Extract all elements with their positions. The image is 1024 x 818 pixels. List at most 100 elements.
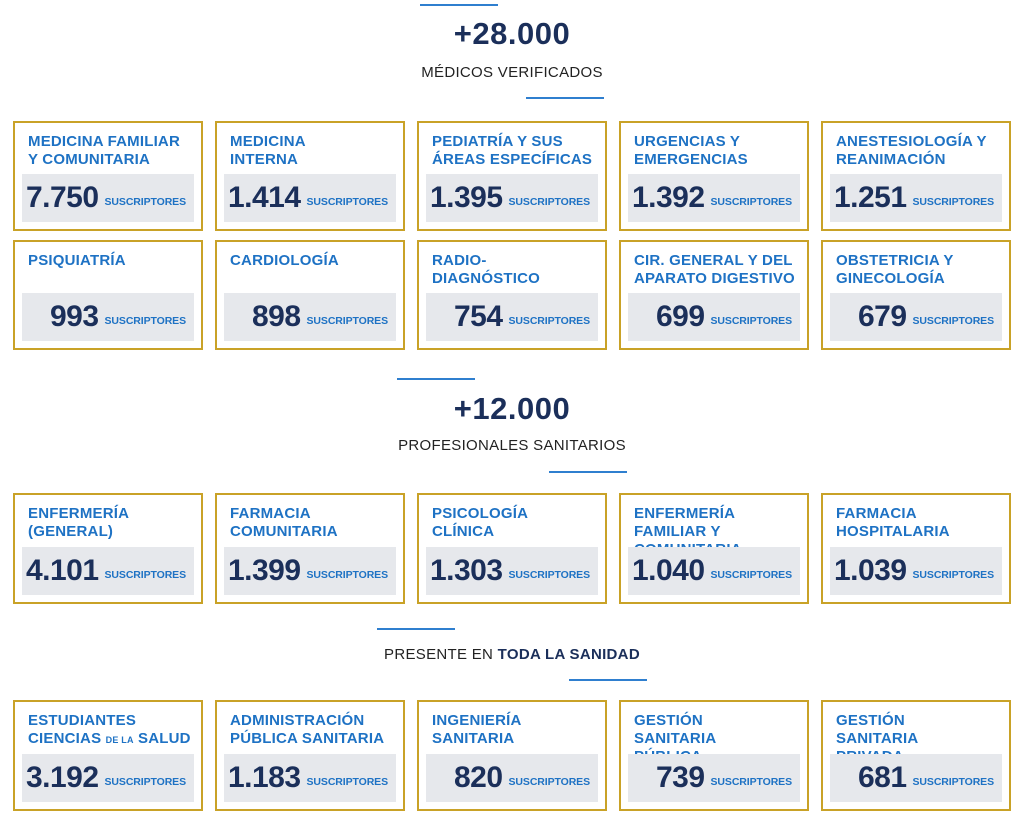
subscriber-label: SUSCRIPTORES xyxy=(912,569,995,581)
stat-card: CIR. GENERAL Y DEL APARATO DIGESTIVO 699… xyxy=(619,240,809,350)
subscriber-count: 681 xyxy=(857,761,907,794)
card-value-box: 1.395 SUSCRIPTORES xyxy=(426,174,598,222)
subscriber-count: 1.399 xyxy=(227,554,301,587)
card-title: PSIQUIATRÍA xyxy=(28,252,126,269)
subscriber-count: 1.392 xyxy=(631,181,705,214)
subscriber-count: 1.251 xyxy=(833,181,907,214)
subscriber-label: SUSCRIPTORES xyxy=(508,315,591,327)
stat-card: PSIQUIATRÍA 993 SUSCRIPTORES xyxy=(13,240,203,350)
subscriber-label: SUSCRIPTORES xyxy=(306,776,389,788)
subscriber-count: 7.750 xyxy=(25,181,99,214)
subscriber-count: 1.395 xyxy=(429,181,503,214)
subscriber-count: 4.101 xyxy=(25,554,99,587)
stat-card: ANESTESIOLOGÍA Y REANIMACIÓN 1.251 SUSCR… xyxy=(821,121,1011,231)
card-value-box: 1.399 SUSCRIPTORES xyxy=(224,547,396,595)
card-title: FARMACIA HOSPITALARIA xyxy=(836,505,950,540)
card-title: ADMINISTRACIÓN PÚBLICA SANITARIA xyxy=(230,712,385,747)
subscriber-label: SUSCRIPTORES xyxy=(912,196,995,208)
subscriber-count: 993 xyxy=(49,300,99,333)
card-title: FARMACIA COMUNITARIA xyxy=(230,505,338,540)
subscriber-label: SUSCRIPTORES xyxy=(104,569,187,581)
label-bold: TODA LA SANIDAD xyxy=(497,646,640,663)
card-title: MEDICINA FAMILIAR Y COMUNITARIA xyxy=(28,133,181,168)
card-title: URGENCIAS Y EMERGENCIAS xyxy=(634,133,748,168)
medicos-total: +28.000 xyxy=(453,16,571,51)
subscriber-label: SUSCRIPTORES xyxy=(912,315,995,327)
card-title: ENFERMERÍA (GENERAL) xyxy=(28,505,129,540)
divider-bottom-1 xyxy=(526,97,604,99)
subscriber-count: 699 xyxy=(655,300,705,333)
card-title: CIR. GENERAL Y DEL APARATO DIGESTIVO xyxy=(634,252,795,287)
subscriber-label: SUSCRIPTORES xyxy=(710,315,793,327)
card-title: INGENIERÍA SANITARIA xyxy=(432,712,521,747)
card-value-box: 1.183 SUSCRIPTORES xyxy=(224,754,396,802)
card-value-box: 681 SUSCRIPTORES xyxy=(830,754,1002,802)
subscriber-label: SUSCRIPTORES xyxy=(912,776,995,788)
subscriber-label: SUSCRIPTORES xyxy=(306,315,389,327)
subscriber-label: SUSCRIPTORES xyxy=(508,569,591,581)
stat-card: PSICOLOGÍA CLÍNICA 1.303 SUSCRIPTORES xyxy=(417,493,607,604)
stat-card: MEDICINA FAMILIAR Y COMUNITARIA 7.750 SU… xyxy=(13,121,203,231)
subscriber-count: 679 xyxy=(857,300,907,333)
card-value-box: 1.392 SUSCRIPTORES xyxy=(628,174,800,222)
subscriber-label: SUSCRIPTORES xyxy=(710,569,793,581)
card-value-box: 699 SUSCRIPTORES xyxy=(628,293,800,341)
card-value-box: 1.040 SUSCRIPTORES xyxy=(628,547,800,595)
stat-card: ENFERMERÍA FAMILIAR Y COMUNITARIA 1.040 … xyxy=(619,493,809,604)
label-prefix: PRESENTE EN xyxy=(384,646,494,663)
subscriber-count: 898 xyxy=(251,300,301,333)
card-value-box: 679 SUSCRIPTORES xyxy=(830,293,1002,341)
card-title: RADIO-DIAGNÓSTICO xyxy=(432,252,541,287)
subscriber-label: SUSCRIPTORES xyxy=(104,196,187,208)
card-value-box: 993 SUSCRIPTORES xyxy=(22,293,194,341)
card-title: MEDICINA INTERNA xyxy=(230,133,306,168)
divider-bottom-2 xyxy=(549,471,627,473)
subscriber-count: 820 xyxy=(453,761,503,794)
card-title: OBSTETRICIA Y GINECOLOGÍA xyxy=(836,252,954,287)
card-value-box: 739 SUSCRIPTORES xyxy=(628,754,800,802)
toda-sanidad-label: PRESENTE EN TODA LA SANIDAD xyxy=(0,646,1024,663)
card-value-box: 754 SUSCRIPTORES xyxy=(426,293,598,341)
stat-card: OBSTETRICIA Y GINECOLOGÍA 679 SUSCRIPTOR… xyxy=(821,240,1011,350)
divider-bottom-3 xyxy=(569,679,647,681)
stat-card: FARMACIA HOSPITALARIA 1.039 SUSCRIPTORES xyxy=(821,493,1011,604)
subscriber-label: SUSCRIPTORES xyxy=(104,776,187,788)
card-value-box: 1.039 SUSCRIPTORES xyxy=(830,547,1002,595)
divider-top-1 xyxy=(420,4,498,6)
stat-card: CARDIOLOGÍA 898 SUSCRIPTORES xyxy=(215,240,405,350)
subscriber-label: SUSCRIPTORES xyxy=(104,315,187,327)
subscriber-count: 754 xyxy=(453,300,503,333)
subscriber-count: 3.192 xyxy=(25,761,99,794)
subscriber-count: 1.303 xyxy=(429,554,503,587)
card-value-box: 898 SUSCRIPTORES xyxy=(224,293,396,341)
card-value-box: 3.192 SUSCRIPTORES xyxy=(22,754,194,802)
subscriber-label: SUSCRIPTORES xyxy=(710,196,793,208)
card-value-box: 1.414 SUSCRIPTORES xyxy=(224,174,396,222)
subscriber-count: 1.414 xyxy=(227,181,301,214)
subscriber-label: SUSCRIPTORES xyxy=(508,776,591,788)
stat-card: ENFERMERÍA (GENERAL) 4.101 SUSCRIPTORES xyxy=(13,493,203,604)
stat-card: RADIO-DIAGNÓSTICO 754 SUSCRIPTORES xyxy=(417,240,607,350)
card-title: ESTUDIANTES CIENCIAS DE LA SALUD xyxy=(28,712,191,747)
stat-card: URGENCIAS Y EMERGENCIAS 1.392 SUSCRIPTOR… xyxy=(619,121,809,231)
card-value-box: 1.303 SUSCRIPTORES xyxy=(426,547,598,595)
stat-card: GESTIÓN SANITARIA PRIVADA 681 SUSCRIPTOR… xyxy=(821,700,1011,811)
subscriber-count: 1.040 xyxy=(631,554,705,587)
stat-card: INGENIERÍA SANITARIA 820 SUSCRIPTORES xyxy=(417,700,607,811)
divider-top-3 xyxy=(377,628,455,630)
stat-card: FARMACIA COMUNITARIA 1.399 SUSCRIPTORES xyxy=(215,493,405,604)
subscriber-count: 1.039 xyxy=(833,554,907,587)
card-value-box: 7.750 SUSCRIPTORES xyxy=(22,174,194,222)
card-title: PSICOLOGÍA CLÍNICA xyxy=(432,505,528,540)
stat-card: GESTIÓN SANITARIA PÚBLICA 739 SUSCRIPTOR… xyxy=(619,700,809,811)
stat-card: ADMINISTRACIÓN PÚBLICA SANITARIA 1.183 S… xyxy=(215,700,405,811)
card-title: ANESTESIOLOGÍA Y REANIMACIÓN xyxy=(836,133,987,168)
card-value-box: 4.101 SUSCRIPTORES xyxy=(22,547,194,595)
subscriber-count: 1.183 xyxy=(227,761,301,794)
card-title: CARDIOLOGÍA xyxy=(230,252,339,269)
card-title: PEDIATRÍA Y SUS ÁREAS ESPECÍFICAS xyxy=(432,133,593,168)
card-value-box: 1.251 SUSCRIPTORES xyxy=(830,174,1002,222)
subscriber-count: 739 xyxy=(655,761,705,794)
subscriber-label: SUSCRIPTORES xyxy=(710,776,793,788)
card-value-box: 820 SUSCRIPTORES xyxy=(426,754,598,802)
